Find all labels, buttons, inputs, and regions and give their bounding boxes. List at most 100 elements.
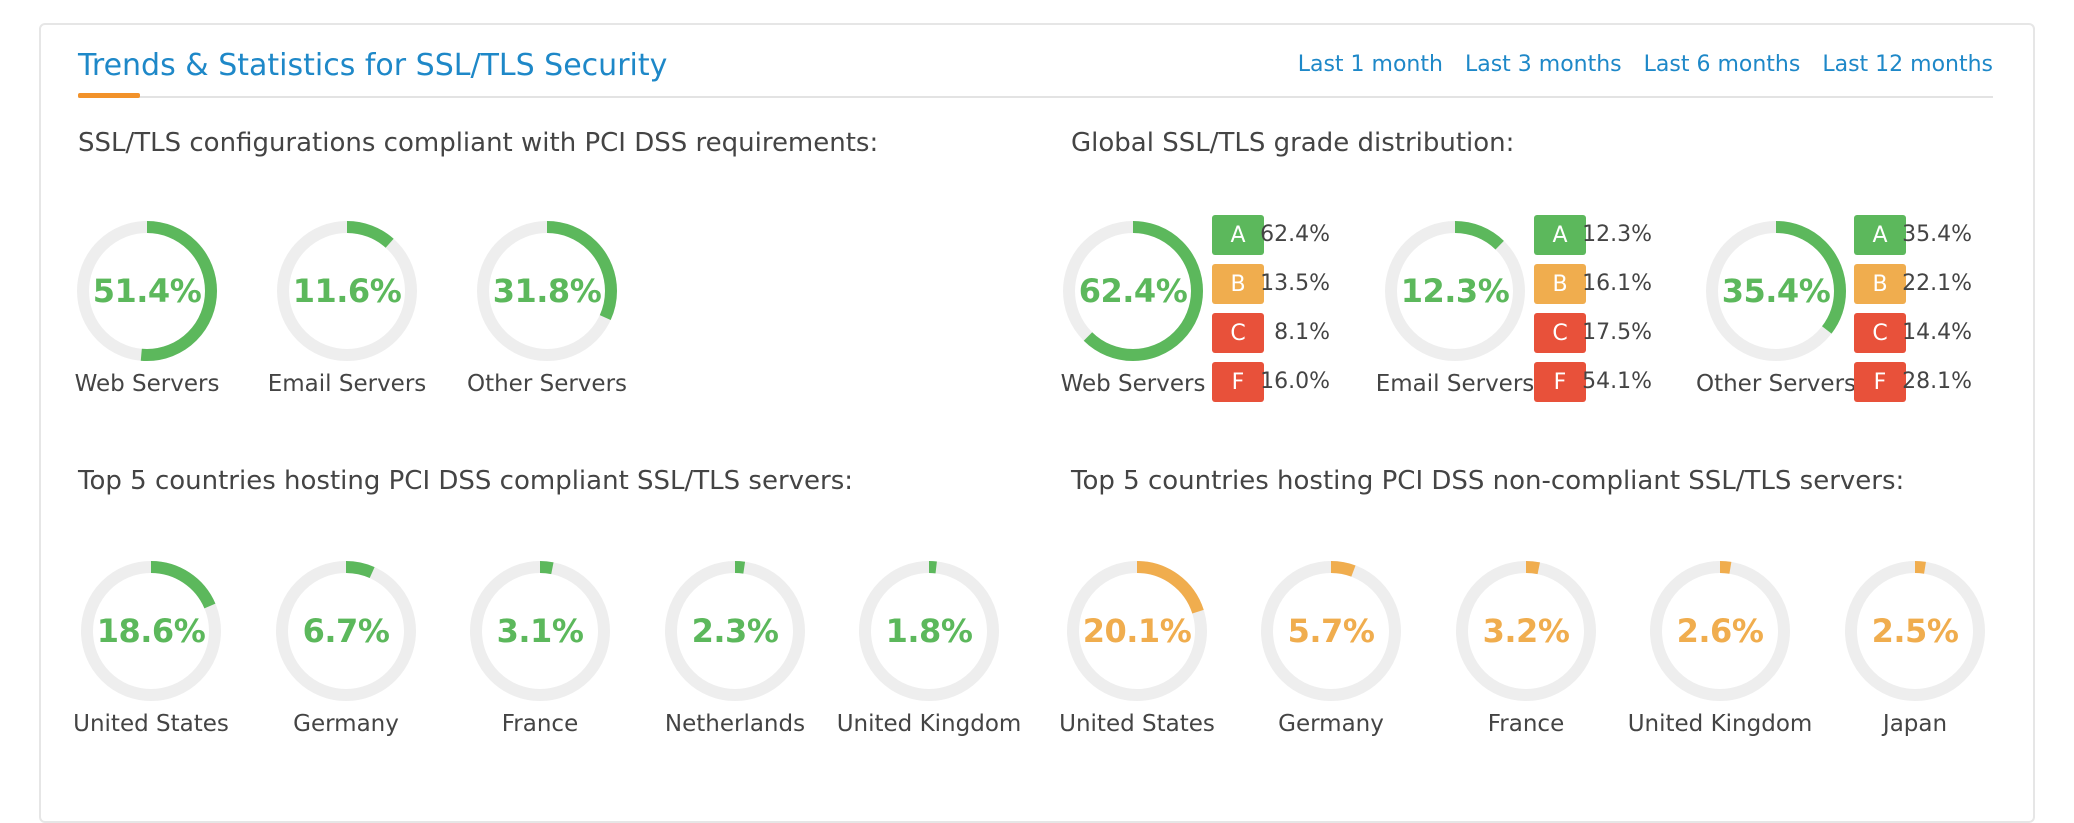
period-1-month[interactable]: Last 1 month xyxy=(1297,52,1443,77)
grade-percentage: 22.1% xyxy=(1902,271,1972,296)
donut-label: United Kingdom xyxy=(1627,711,1813,737)
period-6-months[interactable]: Last 6 months xyxy=(1643,52,1801,77)
card-header: Trends & Statistics for SSL/TLS Security… xyxy=(78,48,1993,98)
donut-label: Web Servers xyxy=(74,371,220,397)
grade-percentage: 13.5% xyxy=(1260,271,1330,296)
grade-percentage: 17.5% xyxy=(1582,320,1652,345)
grade-badge: A xyxy=(1212,215,1264,255)
donut-ring: 51.4% xyxy=(73,217,221,365)
donut-percentage: 35.4% xyxy=(1721,272,1831,310)
grade-percentage: 28.1% xyxy=(1902,369,1972,394)
donut-percentage: 2.5% xyxy=(1871,612,1959,650)
grade-distribution-title: Global SSL/TLS grade distribution: xyxy=(1071,128,1515,158)
donut-percentage: 3.1% xyxy=(496,612,584,650)
donut-label: Email Servers xyxy=(1375,371,1535,397)
noncompliant-country-donut: 2.6% United Kingdom xyxy=(1625,557,1815,737)
donut-arc xyxy=(81,561,221,701)
grade-badge: C xyxy=(1212,313,1264,353)
donut-arc xyxy=(1067,561,1207,701)
grade-row: C 8.1% xyxy=(1212,313,1362,362)
grade-badge: F xyxy=(1534,362,1586,402)
noncompliant-country-donut: 20.1% United States xyxy=(1042,557,1232,737)
compliant-country-donut: 1.8% United Kingdom xyxy=(834,557,1024,737)
compliant-countries-title: Top 5 countries hosting PCI DSS complian… xyxy=(78,466,854,496)
donut-arc xyxy=(77,221,217,361)
donut-ring: 20.1% xyxy=(1063,557,1211,705)
donut-arc xyxy=(1261,561,1401,701)
donut-arc xyxy=(1456,561,1596,701)
donut-ring: 2.6% xyxy=(1646,557,1794,705)
grade-donut: 35.4% Other Servers xyxy=(1681,217,1871,397)
grade-row: C 14.4% xyxy=(1854,313,2004,362)
compliant-country-donut: 6.7% Germany xyxy=(251,557,441,737)
grade-percentage: 8.1% xyxy=(1274,320,1330,345)
grade-row: A 62.4% xyxy=(1212,215,1362,264)
donut-arc xyxy=(470,561,610,701)
donut-arc xyxy=(1063,221,1203,361)
grade-badge: C xyxy=(1854,313,1906,353)
donut-ring: 31.8% xyxy=(473,217,621,365)
donut-label: United Kingdom xyxy=(836,711,1022,737)
grade-badge: B xyxy=(1534,264,1586,304)
period-12-months[interactable]: Last 12 months xyxy=(1822,52,1993,77)
donut-percentage: 18.6% xyxy=(96,612,206,650)
donut-label: United States xyxy=(1059,711,1215,737)
donut-arc xyxy=(1706,221,1846,361)
donut-label: Other Servers xyxy=(1695,371,1857,397)
donut-percentage: 2.3% xyxy=(691,612,779,650)
donut-ring: 35.4% xyxy=(1702,217,1850,365)
donut-ring: 62.4% xyxy=(1059,217,1207,365)
donut-ring: 3.1% xyxy=(466,557,614,705)
donut-arc xyxy=(276,561,416,701)
donut-arc xyxy=(1650,561,1790,701)
grade-badge: A xyxy=(1854,215,1906,255)
donut-ring: 6.7% xyxy=(272,557,420,705)
grade-row: F 54.1% xyxy=(1534,362,1684,411)
donut-percentage: 11.6% xyxy=(292,272,402,310)
compliant-country-donut: 18.6% United States xyxy=(56,557,246,737)
donut-percentage: 6.7% xyxy=(302,612,390,650)
pci-donut: 31.8% Other Servers xyxy=(452,217,642,397)
donut-arc xyxy=(277,221,417,361)
donut-percentage: 3.2% xyxy=(1482,612,1570,650)
grade-row: B 22.1% xyxy=(1854,264,2004,313)
grade-percentage: 35.4% xyxy=(1902,222,1972,247)
pci-donut: 11.6% Email Servers xyxy=(252,217,442,397)
period-3-months[interactable]: Last 3 months xyxy=(1464,52,1622,77)
donut-ring: 1.8% xyxy=(855,557,1003,705)
noncompliant-country-donut: 3.2% France xyxy=(1431,557,1621,737)
donut-label: Germany xyxy=(1278,711,1384,737)
grade-row: B 16.1% xyxy=(1534,264,1684,313)
donut-label: Other Servers xyxy=(466,371,628,397)
grade-row: A 12.3% xyxy=(1534,215,1684,264)
grade-list: A 62.4% B 13.5% C 8.1% F 16.0% xyxy=(1212,215,1362,411)
grade-donut: 12.3% Email Servers xyxy=(1360,217,1550,397)
period-selector: Last 1 month Last 3 months Last 6 months… xyxy=(1298,52,1993,77)
grade-row: F 16.0% xyxy=(1212,362,1362,411)
title-accent-underline xyxy=(78,93,140,98)
donut-label: Netherlands xyxy=(664,711,806,737)
donut-ring: 3.2% xyxy=(1452,557,1600,705)
grade-badge: C xyxy=(1534,313,1586,353)
grade-row: C 17.5% xyxy=(1534,313,1684,362)
grade-percentage: 14.4% xyxy=(1902,320,1972,345)
donut-label: Japan xyxy=(1882,711,1948,737)
donut-ring: 18.6% xyxy=(77,557,225,705)
grade-percentage: 62.4% xyxy=(1260,222,1330,247)
donut-percentage: 2.6% xyxy=(1676,612,1764,650)
grade-badge: B xyxy=(1854,264,1906,304)
compliant-country-donut: 3.1% France xyxy=(445,557,635,737)
grade-badge: A xyxy=(1534,215,1586,255)
grade-list: A 35.4% B 22.1% C 14.4% F 28.1% xyxy=(1854,215,2004,411)
donut-ring: 2.5% xyxy=(1841,557,1989,705)
donut-label: United States xyxy=(73,711,229,737)
grade-percentage: 16.1% xyxy=(1582,271,1652,296)
grade-row: F 28.1% xyxy=(1854,362,2004,411)
donut-percentage: 12.3% xyxy=(1400,272,1510,310)
grade-row: B 13.5% xyxy=(1212,264,1362,313)
grade-badge: F xyxy=(1212,362,1264,402)
donut-percentage: 31.8% xyxy=(492,272,602,310)
compliant-country-donut: 2.3% Netherlands xyxy=(640,557,830,737)
pci-donut: 51.4% Web Servers xyxy=(52,217,242,397)
donut-label: Germany xyxy=(293,711,399,737)
